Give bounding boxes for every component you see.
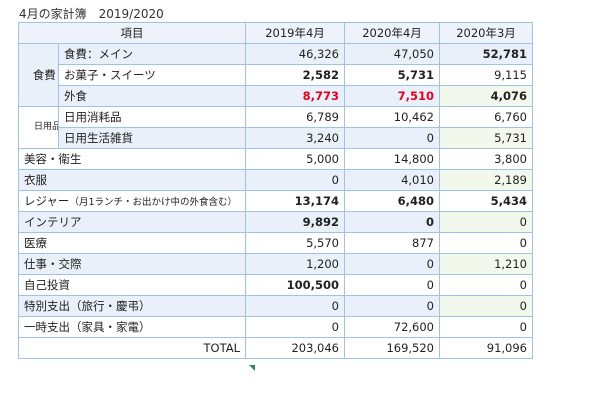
table-row: 美容・衛生 5,000 14,800 3,800 (18, 148, 533, 170)
sheet-title: 4月の家計簿 2019/2020 (19, 7, 164, 21)
cell-2020-apr[interactable]: 0 (344, 295, 440, 317)
total-2020-mar[interactable]: 91,096 (439, 337, 533, 359)
cell-2019-apr[interactable]: 8,773 (245, 85, 345, 107)
cell-2020-mar[interactable]: 0 (439, 232, 533, 254)
cell-2019-apr[interactable]: 1,200 (245, 253, 345, 275)
row-label[interactable]: 仕事・交際 (18, 253, 246, 275)
table-row: 特別支出（旅行・慶弔） 0 0 0 (18, 295, 533, 317)
cell-2020-mar[interactable]: 1,210 (439, 253, 533, 275)
group-daily-label[interactable]: 日用品 (18, 106, 59, 149)
header-item[interactable]: 項目 (18, 22, 246, 44)
group-food-text: 食費 (32, 67, 56, 82)
row-label[interactable]: 自己投資 (18, 274, 246, 296)
cell-2019-apr[interactable]: 3,240 (245, 127, 345, 149)
cell-2020-mar[interactable]: 0 (439, 211, 533, 233)
cell-2019-apr[interactable]: 100,500 (245, 274, 345, 296)
row-label[interactable]: 日用生活雑貨 (58, 127, 246, 149)
row-label[interactable]: 衣服 (18, 169, 246, 191)
household-budget-table: 項目 2019年4月 2020年4月 2020年3月 食費 食費：メイン 46,… (18, 22, 533, 359)
header-row: 項目 2019年4月 2020年4月 2020年3月 (18, 22, 533, 44)
table-row: 外食 8,773 7,510 4,076 (19, 85, 533, 107)
table-row: 衣服 0 4,010 2,189 (18, 169, 533, 191)
cell-2019-apr[interactable]: 0 (245, 169, 345, 191)
row-label[interactable]: お菓子・スイーツ (58, 64, 246, 86)
row-label[interactable]: 特別支出（旅行・慶弔） (18, 295, 246, 317)
row-label[interactable]: 食費：メイン (58, 43, 246, 65)
table-row: レジャー（月1ランチ・お出かけ中の外食含む） 13,174 6,480 5,43… (18, 190, 533, 212)
cell-2020-apr[interactable]: 4,010 (344, 169, 440, 191)
group-daily-text: 日用品 (34, 121, 59, 132)
row-label[interactable]: インテリア (18, 211, 246, 233)
row-label[interactable]: 外食 (58, 85, 246, 107)
cell-2020-apr[interactable]: 0 (344, 253, 440, 275)
row-label[interactable]: 一時支出（家具・家電） (18, 316, 246, 338)
row-label[interactable]: レジャー（月1ランチ・お出かけ中の外食含む） (18, 190, 246, 212)
cell-2020-apr[interactable]: 877 (344, 232, 440, 254)
cell-2020-apr[interactable]: 72,600 (344, 316, 440, 338)
cell-2020-mar[interactable]: 6,760 (439, 106, 533, 128)
cell-2020-apr[interactable]: 47,050 (344, 43, 440, 65)
cell-2020-mar[interactable]: 5,731 (439, 127, 533, 149)
cell-2020-mar[interactable]: 52,781 (439, 43, 533, 65)
cell-2019-apr[interactable]: 0 (245, 316, 345, 338)
group-food-label[interactable]: 食費 (18, 43, 59, 107)
header-2019-apr[interactable]: 2019年4月 (245, 22, 345, 44)
cell-2020-apr[interactable]: 0 (344, 274, 440, 296)
total-label[interactable]: TOTAL (18, 337, 246, 359)
table-row: 日用品 日用消耗品 6,789 10,462 6,760 (18, 106, 533, 149)
cell-2020-mar[interactable]: 2,189 (439, 169, 533, 191)
cell-2020-apr[interactable]: 6,480 (344, 190, 440, 212)
cell-2020-apr[interactable]: 0 (344, 127, 440, 149)
header-2020-mar[interactable]: 2020年3月 (439, 22, 533, 44)
cell-2020-mar[interactable]: 0 (439, 274, 533, 296)
row-label[interactable]: 医療 (18, 232, 246, 254)
cell-2019-apr[interactable]: 6,789 (245, 106, 345, 128)
cell-2019-apr[interactable]: 5,570 (245, 232, 345, 254)
table-row: 日用生活雑貨 3,240 0 5,731 (19, 127, 533, 149)
table-row: 食費 食費：メイン 46,326 47,050 52,781 (18, 43, 533, 107)
table-row: 医療 5,570 877 0 (18, 232, 533, 254)
header-2020-apr[interactable]: 2020年4月 (344, 22, 440, 44)
cell-2020-apr[interactable]: 5,731 (344, 64, 440, 86)
table-row: 仕事・交際 1,200 0 1,210 (18, 253, 533, 275)
cell-2020-mar[interactable]: 0 (439, 295, 533, 317)
row-label[interactable]: 美容・衛生 (18, 148, 246, 170)
cell-2020-mar[interactable]: 4,076 (439, 85, 533, 107)
cell-2020-mar[interactable]: 9,115 (439, 64, 533, 86)
cell-2020-apr[interactable]: 0 (344, 211, 440, 233)
cell-2020-apr[interactable]: 10,462 (344, 106, 440, 128)
total-2020-apr[interactable]: 169,520 (344, 337, 440, 359)
cell-2019-apr[interactable]: 5,000 (245, 148, 345, 170)
cell-2019-apr[interactable]: 0 (245, 295, 345, 317)
total-row: TOTAL 203,046 169,520 91,096 (18, 337, 533, 359)
table-row: 一時支出（家具・家電） 0 72,600 0 (18, 316, 533, 338)
total-2019-apr[interactable]: 203,046 (245, 337, 345, 359)
cell-2020-apr[interactable]: 14,800 (344, 148, 440, 170)
row-label[interactable]: 日用消耗品 (58, 106, 246, 128)
cell-2020-mar[interactable]: 3,800 (439, 148, 533, 170)
cell-2020-mar[interactable]: 0 (439, 316, 533, 338)
cell-2019-apr[interactable]: 2,582 (245, 64, 345, 86)
row-label-main: レジャー (24, 194, 70, 208)
table-row: お菓子・スイーツ 2,582 5,731 9,115 (19, 64, 533, 86)
table-row: 自己投資 100,500 0 0 (18, 274, 533, 296)
table-row: インテリア 9,892 0 0 (18, 211, 533, 233)
cell-2019-apr[interactable]: 9,892 (245, 211, 345, 233)
cell-comment-marker (249, 365, 255, 371)
cell-2019-apr[interactable]: 46,326 (245, 43, 345, 65)
cell-2020-mar[interactable]: 5,434 (439, 190, 533, 212)
cell-2020-apr[interactable]: 7,510 (344, 85, 440, 107)
row-label-note: （月1ランチ・お出かけ中の外食含む） (69, 197, 237, 208)
cell-2019-apr[interactable]: 13,174 (245, 190, 345, 212)
